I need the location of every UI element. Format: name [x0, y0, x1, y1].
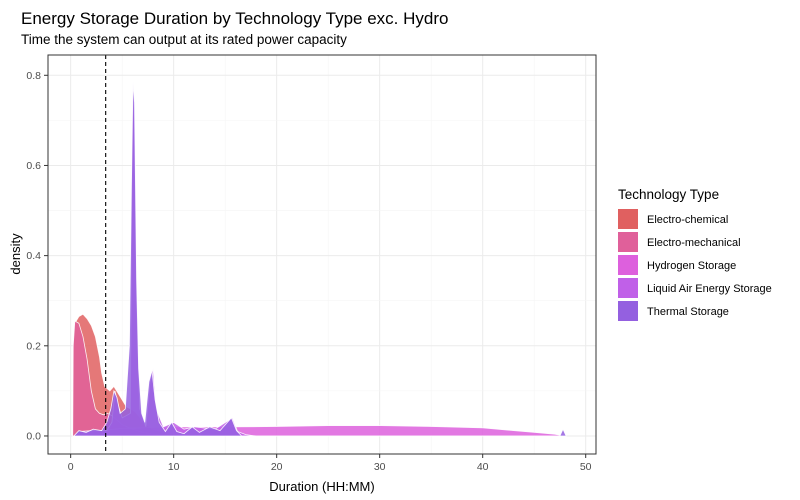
legend-label-1: Electro-chemical	[647, 214, 728, 226]
x-tick-label: 0	[68, 461, 74, 473]
chart-subtitle: Time the system can output at its rated …	[21, 32, 347, 47]
y-axis: 0.0 0.2 0.4 0.6 0.8	[26, 70, 48, 442]
plot-border	[47, 54, 597, 455]
legend-label-3: Hydrogen Storage	[647, 260, 736, 272]
legend-label-2: Electro-mechanical	[647, 237, 741, 249]
chart-title: Energy Storage Duration by Technology Ty…	[21, 9, 448, 28]
x-tick-label: 50	[580, 461, 592, 473]
legend-title: Technology Type	[618, 187, 719, 202]
x-tick-label: 10	[168, 461, 180, 473]
legend-key-1	[618, 209, 638, 229]
y-tick-label: 0.6	[26, 160, 41, 172]
legend-key-3	[618, 255, 638, 275]
legend-key-2	[618, 232, 638, 252]
y-tick-label: 0.4	[26, 250, 41, 262]
legend-label-4: Liquid Air Energy Storage	[647, 283, 772, 295]
y-tick-label: 0.2	[26, 340, 41, 352]
x-tick-label: 20	[271, 461, 283, 473]
legend: Technology Type Electro-chemical Electro-…	[618, 187, 772, 321]
y-tick-label: 0.8	[26, 70, 41, 82]
x-tick-label: 30	[374, 461, 386, 473]
grid-lines	[48, 55, 596, 454]
y-tick-label: 0.0	[26, 430, 41, 442]
y-axis-title: density	[8, 233, 23, 275]
legend-key-4	[618, 278, 638, 298]
density-areas	[72, 82, 567, 437]
x-axis: 0 10 20 30 40 50	[68, 454, 592, 473]
density-area-5	[72, 82, 567, 437]
legend-label-5: Thermal Storage	[647, 306, 729, 318]
x-axis-title: Duration (HH:MM)	[269, 479, 374, 494]
legend-key-5	[618, 301, 638, 321]
x-tick-label: 40	[477, 461, 489, 473]
